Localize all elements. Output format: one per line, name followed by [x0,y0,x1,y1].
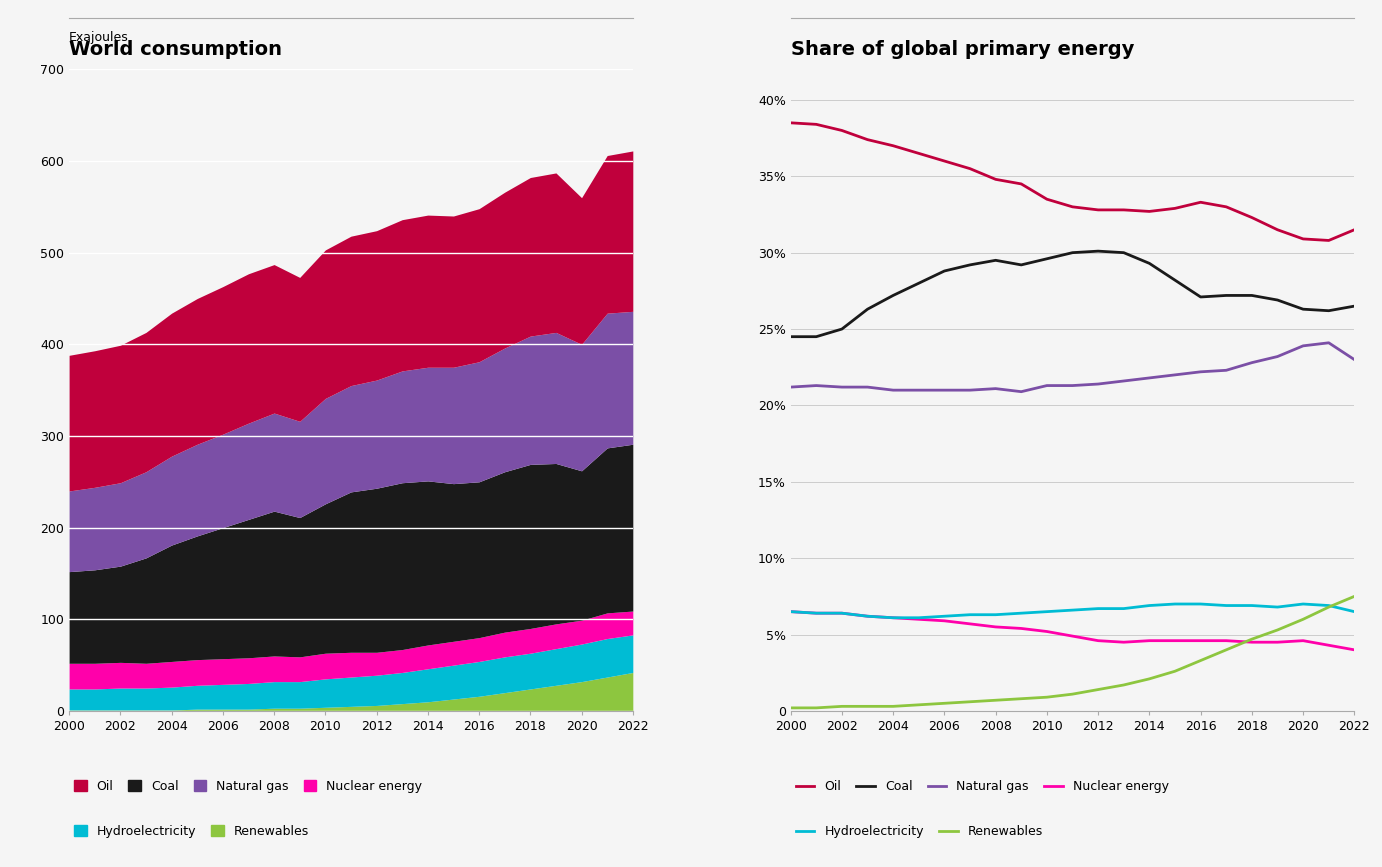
Text: Share of global primary energy: Share of global primary energy [791,41,1135,60]
Text: World consumption: World consumption [69,41,282,60]
Text: Exajoules: Exajoules [69,30,129,43]
Legend: Hydroelectricity, Renewables: Hydroelectricity, Renewables [791,820,1048,843]
Legend: Hydroelectricity, Renewables: Hydroelectricity, Renewables [69,820,314,843]
